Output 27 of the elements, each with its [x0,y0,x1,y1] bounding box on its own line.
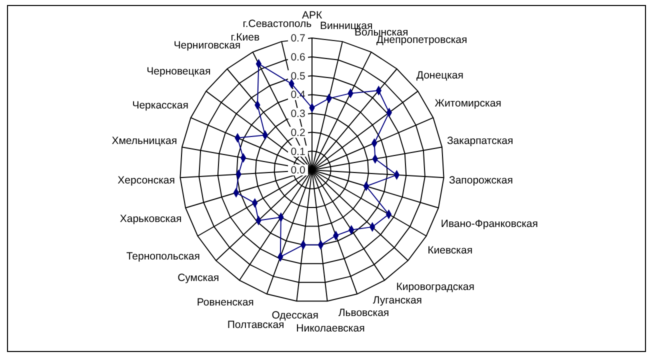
y-tick-label: 0.1 [290,146,306,158]
spoke-label: Киевская [428,244,473,256]
y-tick-label: 0.2 [290,126,306,139]
spoke-label: Житомирская [434,97,502,110]
spoke-label: Харьковская [120,212,182,225]
y-tick-label: 0.7 [290,32,306,45]
spoke-label: Донецкая [416,69,464,82]
y-tick-label: 0.5 [290,70,306,82]
spoke-label: Черкасская [132,99,188,112]
y-tick-label: 0.6 [290,52,306,64]
spoke-label: Херсонская [118,174,175,186]
y-tick-label: 0.0 [290,164,306,177]
y-tick-label: 0.3 [290,108,306,120]
spoke-label: Тернопольская [126,250,200,263]
spoke-label: Одесская [272,309,318,322]
spoke-label: Полтавская [227,319,284,332]
spoke-label: Хмельницкая [112,135,178,148]
spoke-label: Ивано-Франковская [440,218,538,230]
spoke-label: Закарпатская [446,135,514,148]
spoke-label: Ровненская [196,296,254,308]
spoke-label: Львовская [338,306,390,319]
spoke-label: Запорожская [449,174,513,187]
spoke-label: Николаевская [296,322,365,335]
spoke-label: Луганская [372,294,422,307]
spoke-label: Кировоградская [396,281,474,294]
spoke-label: Сумская [178,272,220,284]
spoke-label: Черновецкая [146,65,211,78]
